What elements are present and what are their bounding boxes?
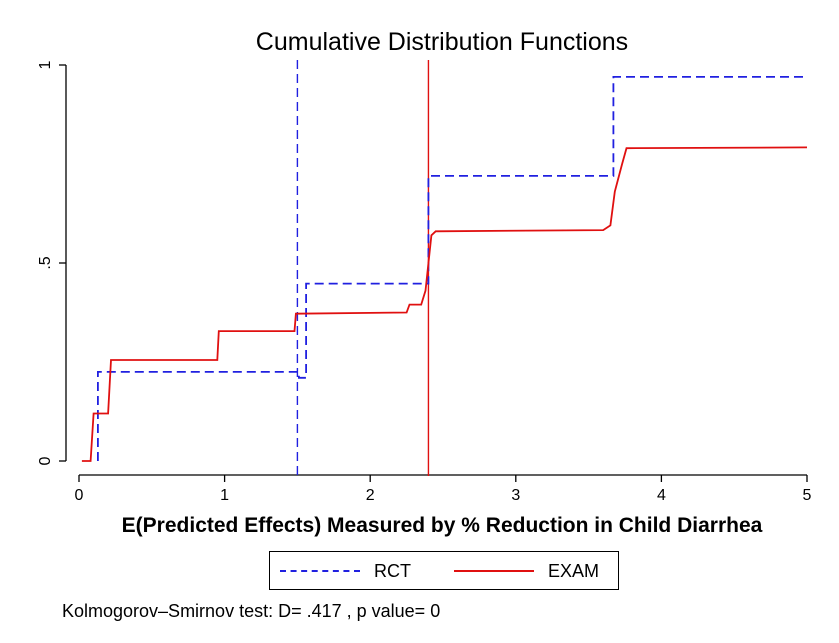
x-tick-label: 3 — [511, 487, 520, 504]
x-tick-label: 0 — [75, 487, 84, 504]
legend-label-exam: EXAM — [548, 561, 600, 581]
x-tick-label: 5 — [803, 487, 812, 504]
legend-item-rct: RCT — [280, 560, 411, 582]
legend-item-exam: EXAM — [454, 560, 599, 582]
series-line-exam — [81, 146, 808, 462]
ks-test-note: Kolmogorov–Smirnov test: D= .417 , p val… — [62, 601, 441, 621]
y-tick-label: 0 — [37, 456, 54, 465]
chart-title: Cumulative Distribution Functions — [256, 28, 628, 56]
x-tick-label: 1 — [220, 487, 229, 504]
legend-swatch-rct — [280, 570, 360, 572]
legend-swatch-exam — [454, 570, 534, 572]
x-tick-label: 4 — [657, 487, 666, 504]
reference-lines — [296, 60, 430, 476]
legend: RCT EXAM — [269, 551, 619, 590]
legend-label-rct: RCT — [374, 561, 411, 581]
axes: 0 1 2 3 4 5 0 .5 1 — [37, 60, 812, 504]
series-line-rct — [97, 76, 807, 461]
x-axis-label: E(Predicted Effects) Measured by % Reduc… — [122, 514, 763, 537]
y-tick-label: 1 — [37, 60, 54, 69]
data-series — [81, 76, 808, 462]
x-tick-label: 2 — [366, 487, 375, 504]
y-tick-label: .5 — [37, 256, 54, 269]
